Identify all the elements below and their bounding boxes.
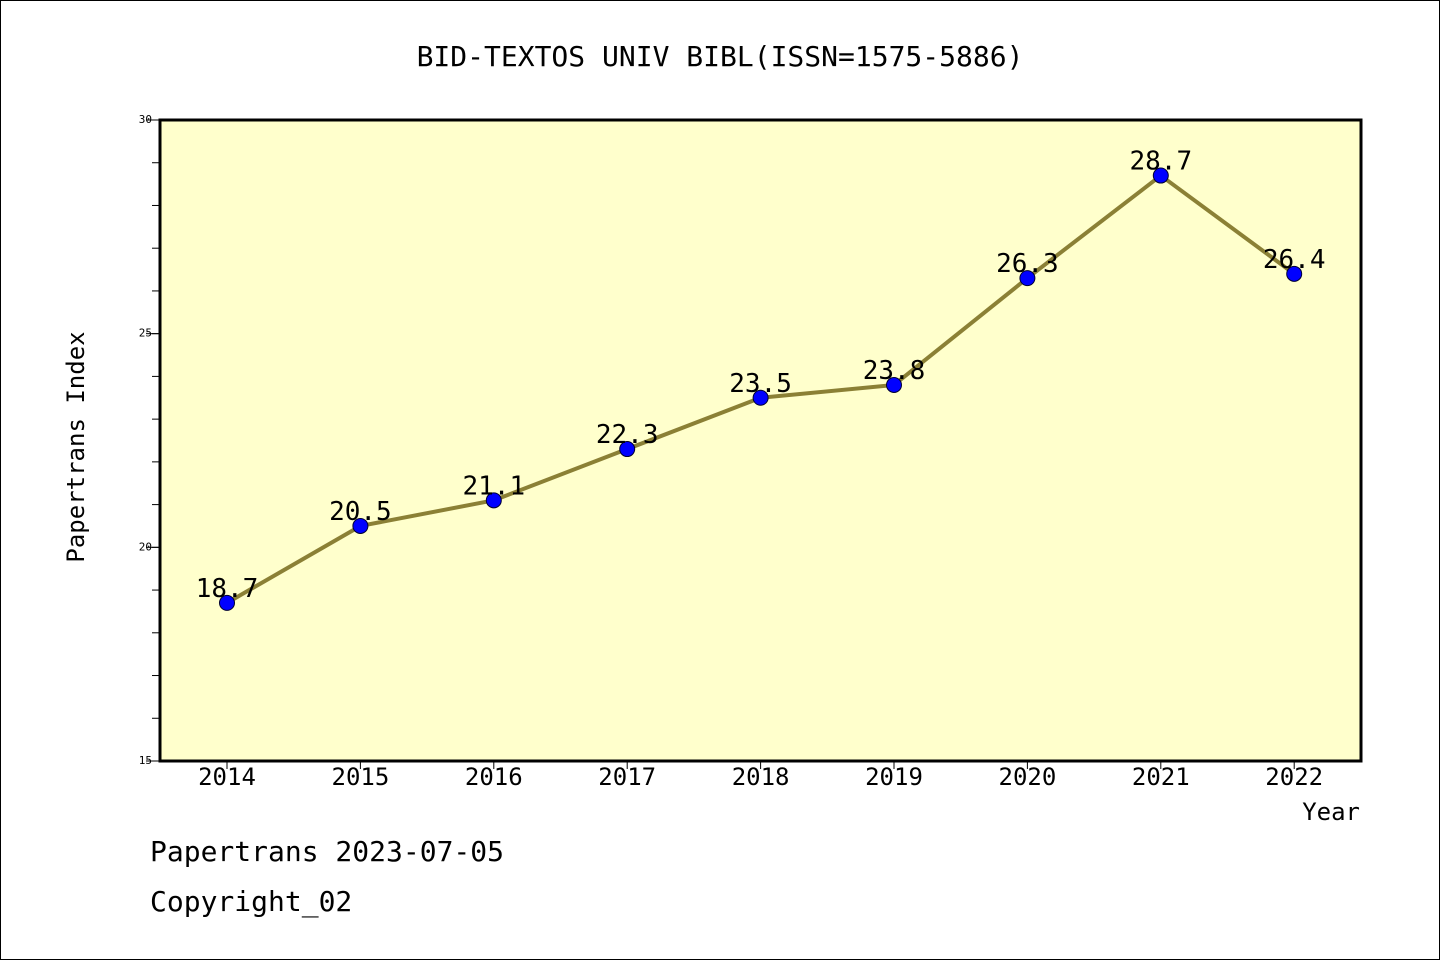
data-label: 26.4 — [1263, 245, 1326, 275]
data-label: 28.7 — [1129, 147, 1192, 177]
x-tick-label: 2018 — [732, 763, 790, 791]
y-tick-label: 30 — [139, 113, 152, 126]
plot-area — [160, 120, 1361, 761]
data-point — [1019, 270, 1036, 287]
data-points — [219, 167, 1303, 611]
data-point — [1152, 167, 1169, 184]
y-tick-label: 15 — [139, 754, 152, 767]
data-label: 18.7 — [196, 574, 259, 604]
x-tick-label: 2021 — [1132, 763, 1190, 791]
data-label: 22.3 — [596, 420, 659, 450]
x-tick-label: 2016 — [465, 763, 523, 791]
data-point — [352, 517, 369, 534]
data-label: 23.5 — [729, 369, 792, 399]
y-axis-label: Papertrans Index — [62, 331, 90, 562]
x-axis-label: Year — [1302, 798, 1360, 826]
y-axis-ticks: 15 20 25 30 — [139, 113, 160, 767]
x-axis-ticks: 2014 2015 2016 2017 2018 2019 2020 2021 2022 — [198, 761, 1323, 791]
source-date-label: Papertrans 2023-07-05 — [150, 835, 505, 868]
data-point — [886, 376, 902, 393]
data-label: 23.8 — [863, 356, 926, 386]
y-tick-label: 20 — [139, 540, 152, 553]
x-tick-label: 2017 — [598, 763, 656, 791]
data-label: 21.1 — [462, 471, 525, 501]
data-point — [219, 594, 235, 611]
data-point — [752, 389, 769, 406]
x-tick-label: 2022 — [1265, 763, 1323, 791]
x-tick-label: 2020 — [999, 763, 1057, 791]
data-label: 26.3 — [996, 249, 1059, 279]
data-point — [1286, 265, 1303, 282]
data-label: 20.5 — [329, 497, 392, 527]
x-tick-label: 2019 — [865, 763, 923, 791]
data-point — [619, 441, 636, 458]
data-labels: 18.7 20.5 21.1 22.3 23.5 23.8 26.3 28.7 26.4 — [196, 147, 1326, 604]
x-tick-label: 2014 — [198, 763, 256, 791]
plot-border — [158, 118, 1363, 763]
copyright-label: Copyright_02 — [150, 885, 353, 918]
y-tick-label: 25 — [139, 327, 152, 340]
chart-title: BID-TEXTOS UNIV BIBL(ISSN=1575-5886) — [417, 40, 1024, 73]
x-tick-label: 2015 — [332, 763, 390, 791]
data-point — [485, 492, 502, 509]
